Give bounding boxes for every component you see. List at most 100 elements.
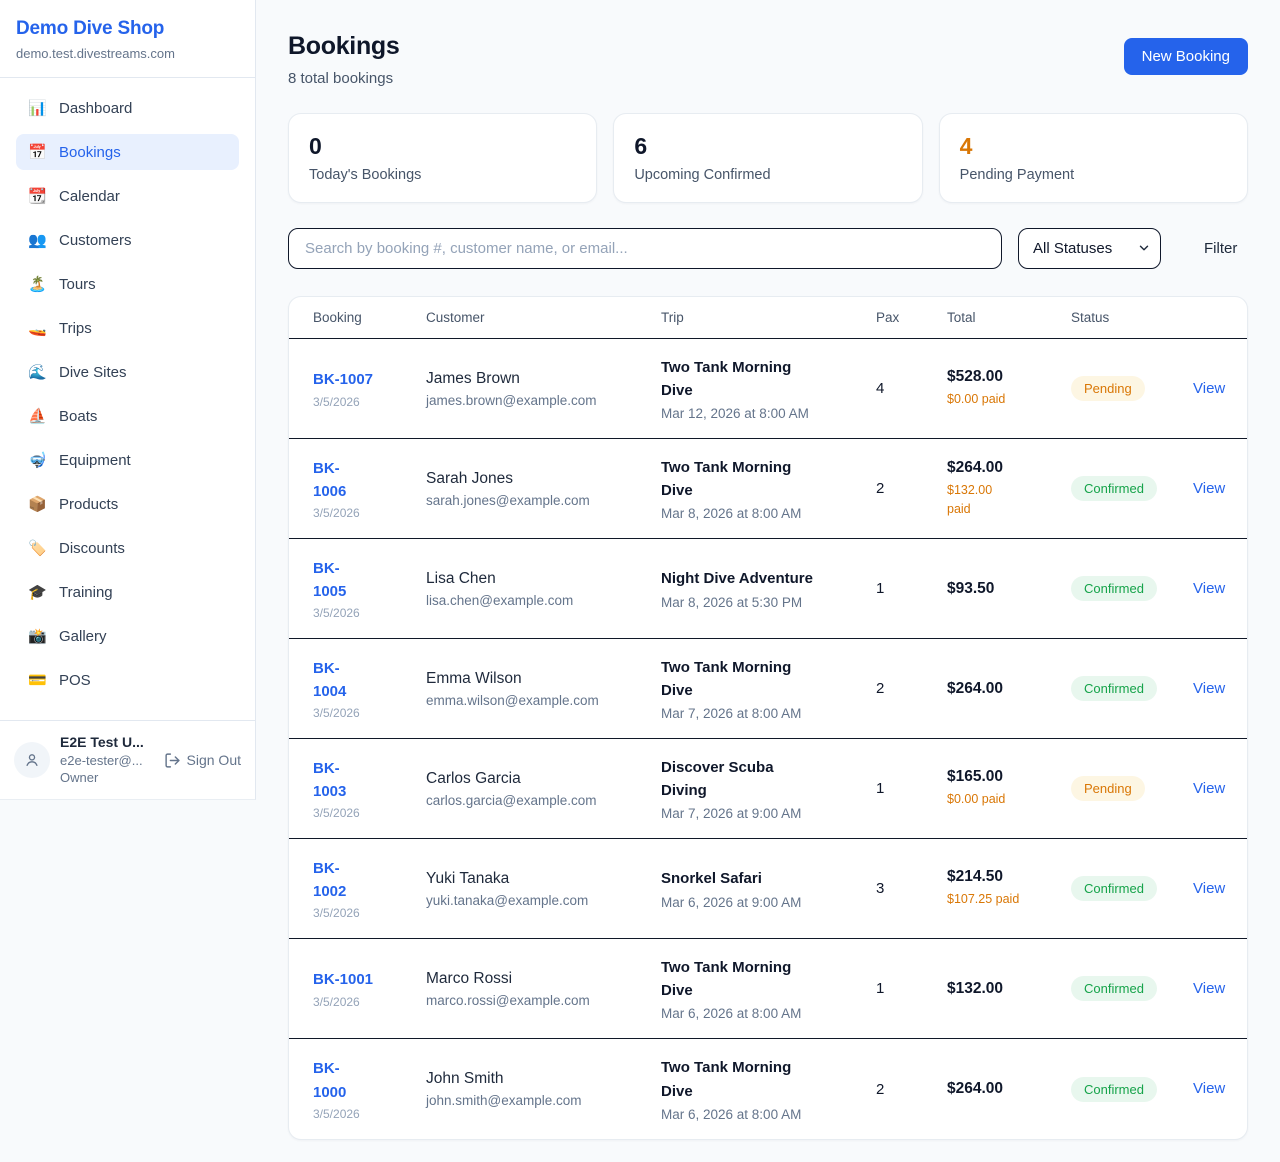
total-amount: $165.00 <box>947 768 1004 786</box>
sidebar-item-label: Customers <box>59 231 132 249</box>
sidebar-item-label: Discounts <box>59 539 125 557</box>
people-icon: 👥 <box>28 232 47 249</box>
sidebar-item-training[interactable]: 🎓 Training <box>16 574 239 610</box>
view-link[interactable]: View <box>1193 979 1226 997</box>
customer-name: James Brown <box>426 369 520 387</box>
logout-icon <box>164 752 181 769</box>
customer-email: james.brown@example.com <box>426 392 597 408</box>
sidebar-item-label: Boats <box>59 407 98 425</box>
booking-id-link[interactable]: BK- 1004 <box>313 659 347 700</box>
booking-id-link[interactable]: BK- 1002 <box>313 859 347 900</box>
filter-button[interactable]: Filter <box>1194 232 1247 265</box>
pax-count: 1 <box>876 780 885 797</box>
speedboat-icon: 🚤 <box>28 320 47 337</box>
view-link[interactable]: View <box>1193 579 1226 597</box>
sidebar-item-dashboard[interactable]: 📊 Dashboard <box>16 90 239 126</box>
stat-value: 6 <box>634 133 648 159</box>
customer-email: lisa.chen@example.com <box>426 592 574 608</box>
table-row: BK-1001 3/5/2026 Marco Rossi marco.rossi@ex… <box>289 939 1247 1039</box>
sidebar-item-dive-sites[interactable]: 🌊 Dive Sites <box>16 354 239 390</box>
stat-card-pending-payment: 4 Pending Payment <box>938 113 1248 203</box>
brand-block: Demo Dive Shop demo.test.divestreams.com <box>0 0 255 78</box>
sidebar-item-equipment[interactable]: 🤿 Equipment <box>16 442 239 478</box>
sidebar-item-label: Equipment <box>59 451 131 469</box>
page-subtitle: 8 total bookings <box>288 70 394 87</box>
shop-domain: demo.test.divestreams.com <box>16 46 175 61</box>
sidebar-item-tours[interactable]: 🏝️ Tours <box>16 266 239 302</box>
paid-amount: $132.00 paid <box>947 483 993 516</box>
pax-count: 1 <box>876 580 885 597</box>
booking-date: 3/5/2026 <box>313 806 360 821</box>
booking-date: 3/5/2026 <box>313 706 360 721</box>
wave-icon: 🌊 <box>28 364 47 381</box>
sidebar-item-boats[interactable]: ⛵ Boats <box>16 398 239 434</box>
customer-email: marco.rossi@example.com <box>426 992 590 1008</box>
search-input[interactable] <box>288 228 1002 269</box>
sidebar-item-discounts[interactable]: 🏷️ Discounts <box>16 530 239 566</box>
sidebar-item-calendar[interactable]: 📆 Calendar <box>16 178 239 214</box>
stat-label: Pending Payment <box>959 167 1075 183</box>
view-link[interactable]: View <box>1193 879 1226 897</box>
sign-out-button[interactable]: Sign Out <box>164 752 241 769</box>
pax-count: 3 <box>876 880 885 897</box>
customer-email: sarah.jones@example.com <box>426 492 590 508</box>
trip-datetime: Mar 6, 2026 at 8:00 AM <box>661 1106 802 1122</box>
booking-id-link[interactable]: BK-1001 <box>313 971 374 989</box>
pax-count: 2 <box>876 480 885 497</box>
customer-email: emma.wilson@example.com <box>426 692 599 708</box>
view-link[interactable]: View <box>1193 779 1226 797</box>
trip-name: Two Tank Morning Dive <box>661 358 792 399</box>
column-header-pax: Pax <box>876 310 900 325</box>
tearoff-calendar-icon: 📆 <box>28 188 47 205</box>
sidebar-item-bookings[interactable]: 📅 Bookings <box>16 134 239 170</box>
total-amount: $132.00 <box>947 979 1004 997</box>
total-amount: $264.00 <box>947 679 1004 697</box>
sidebar-nav: 📊 Dashboard 📅 Bookings 📆 Calendar 👥 Customers 🏝️… <box>0 78 255 720</box>
sidebar-item-trips[interactable]: 🚤 Trips <box>16 310 239 346</box>
customer-name: John Smith <box>426 1070 504 1087</box>
sidebar-item-label: Dashboard <box>59 99 133 117</box>
view-link[interactable]: View <box>1193 379 1226 397</box>
trip-name: Discover Scuba Diving <box>661 758 774 799</box>
trip-datetime: Mar 7, 2026 at 9:00 AM <box>661 806 802 822</box>
sidebar-item-products[interactable]: 📦 Products <box>16 486 239 522</box>
table-row: BK- 1002 3/5/2026 Yuki Tanaka yuki.tanaka@ex… <box>289 839 1247 939</box>
sign-out-label: Sign Out <box>186 752 241 768</box>
customer-email: john.smith@example.com <box>426 1093 582 1108</box>
view-link[interactable]: View <box>1193 479 1226 497</box>
column-header-customer: Customer <box>426 310 485 325</box>
column-header-total: Total <box>947 310 976 325</box>
customer-email: carlos.garcia@example.com <box>426 792 597 808</box>
package-icon: 📦 <box>28 496 47 513</box>
pax-count: 2 <box>876 1080 885 1098</box>
sidebar: Demo Dive Shop demo.test.divestreams.com… <box>0 0 256 800</box>
booking-id-link[interactable]: BK- 1000 <box>313 1060 347 1101</box>
customer-email: yuki.tanaka@example.com <box>426 892 589 908</box>
view-link[interactable]: View <box>1193 1080 1226 1097</box>
sidebar-item-customers[interactable]: 👥 Customers <box>16 222 239 258</box>
view-link[interactable]: View <box>1193 679 1226 697</box>
table-header-row: Booking Customer Trip Pax Total Status <box>289 297 1247 339</box>
customer-name: Marco Rossi <box>426 969 513 987</box>
new-booking-button[interactable]: New Booking <box>1123 38 1248 75</box>
customer-name: Lisa Chen <box>426 569 496 587</box>
total-amount: $528.00 <box>947 368 1004 386</box>
booking-date: 3/5/2026 <box>313 394 360 409</box>
tag-icon: 🏷️ <box>28 540 47 557</box>
booking-id-link[interactable]: BK-1007 <box>313 371 374 389</box>
booking-id-link[interactable]: BK- 1006 <box>313 459 347 500</box>
status-badge: Confirmed <box>1071 576 1157 601</box>
total-amount: $264.00 <box>947 459 1004 477</box>
sidebar-item-pos[interactable]: 💳 POS <box>16 662 239 698</box>
sidebar-item-label: Products <box>59 495 119 513</box>
table-body: BK-1007 3/5/2026 James Brown james.brown@ex… <box>289 339 1247 1139</box>
sidebar-item-label: Calendar <box>59 187 120 205</box>
island-icon: 🏝️ <box>28 276 47 293</box>
column-header-status: Status <box>1071 310 1110 325</box>
table-row: BK- 1003 3/5/2026 Carlos Garcia carlos.garci… <box>289 739 1247 839</box>
booking-id-link[interactable]: BK- 1005 <box>313 559 347 600</box>
sidebar-item-gallery[interactable]: 📸 Gallery <box>16 618 239 654</box>
status-select[interactable]: All Statuses <box>1018 228 1161 269</box>
booking-id-link[interactable]: BK- 1003 <box>313 759 347 800</box>
customer-name: Sarah Jones <box>426 469 514 487</box>
